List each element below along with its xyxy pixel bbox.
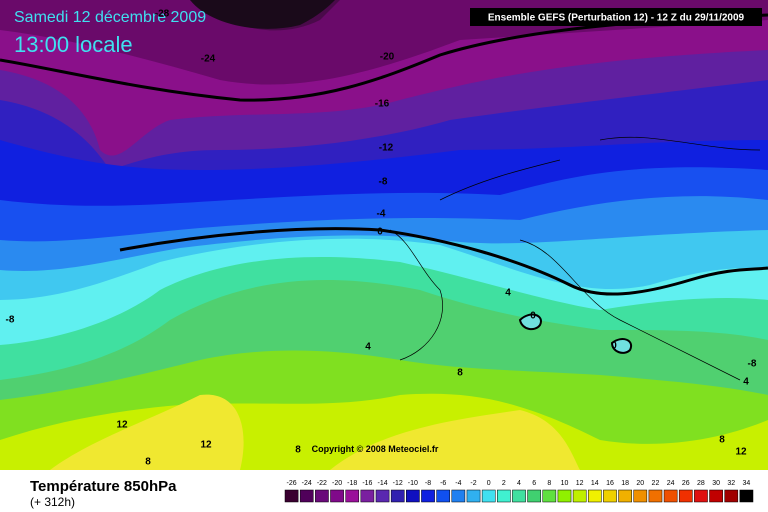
legend-swatch <box>587 489 602 503</box>
legend-label: -6 <box>440 480 446 487</box>
legend-swatch <box>572 489 587 503</box>
legend-label: 12 <box>576 480 584 487</box>
contour-label: 12 <box>200 440 212 451</box>
legend-swatch <box>436 489 451 503</box>
legend-label: 6 <box>532 480 536 487</box>
legend-label: 32 <box>727 480 735 487</box>
time-label: 13:00 locale <box>14 32 133 57</box>
legend-label: -16 <box>362 480 372 487</box>
legend-swatch <box>421 489 435 503</box>
legend-label: -2 <box>470 480 476 487</box>
legend-swatch <box>527 489 541 503</box>
legend-label: -10 <box>408 480 418 487</box>
legend-swatch <box>284 489 299 503</box>
legend-label: 0 <box>487 480 491 487</box>
legend-swatch <box>724 489 739 503</box>
legend-label: 14 <box>591 480 599 487</box>
legend-swatch <box>406 489 420 503</box>
legend-swatch <box>299 489 314 503</box>
legend-label: 30 <box>712 480 720 487</box>
contour-label: -20 <box>380 52 395 63</box>
legend-label: 16 <box>606 480 614 487</box>
legend-label: -12 <box>393 480 403 487</box>
contour-labels: -28 -24 -20 -16 -12 -8 -4 0 -8 4 4 0 0 8 8 12 12 -8 4 8 12 8 <box>6 9 757 468</box>
legend-label: -8 <box>425 480 431 487</box>
legend-label: -14 <box>377 480 387 487</box>
legend-swatch <box>330 489 344 503</box>
contour-label: -4 <box>377 209 386 220</box>
legend-label: 10 <box>561 480 569 487</box>
contour-label: 8 <box>295 445 301 456</box>
date-label: Samedi 12 décembre 2009 <box>14 9 206 26</box>
contour-label: -16 <box>375 99 390 110</box>
legend-swatch <box>739 489 754 503</box>
legend-label: 22 <box>652 480 660 487</box>
contour-label: 12 <box>116 420 128 431</box>
field-title: Température 850hPa <box>30 478 177 495</box>
legend-swatch <box>315 489 329 503</box>
legend-swatch <box>678 489 693 503</box>
legend-swatch <box>648 489 663 503</box>
contour-label: 8 <box>145 457 151 468</box>
legend-swatch <box>557 489 572 503</box>
contour-label: 8 <box>457 368 463 379</box>
contour-label: 4 <box>365 342 371 353</box>
legend-label: -22 <box>317 480 327 487</box>
legend-swatch <box>497 489 511 503</box>
lead-time: (+ 312h) <box>30 495 75 509</box>
legend-swatch <box>481 489 496 503</box>
legend-label: 34 <box>743 480 751 487</box>
contour-label: 0 <box>611 341 617 352</box>
contour-label: 4 <box>743 377 749 388</box>
legend-swatch <box>375 489 390 503</box>
legend-swatch <box>390 489 405 503</box>
contour-label: 0 <box>530 311 536 322</box>
legend-label: 24 <box>667 480 675 487</box>
legend-label: 2 <box>502 480 506 487</box>
contour-label: -8 <box>379 177 388 188</box>
legend-label: 4 <box>517 480 521 487</box>
legend-label: 8 <box>547 480 551 487</box>
model-banner <box>470 8 762 26</box>
legend-swatch <box>345 489 360 503</box>
model-info: Ensemble GEFS (Perturbation 12) - 12 Z d… <box>488 13 745 24</box>
contour-label: -8 <box>6 315 15 326</box>
temperature-field <box>0 0 768 470</box>
contour-label: 8 <box>719 435 725 446</box>
contour-label: -24 <box>201 54 216 65</box>
legend-label: -4 <box>455 480 461 487</box>
legend-swatch <box>360 489 375 503</box>
legend-label: 28 <box>697 480 705 487</box>
contour-label: 4 <box>505 288 511 299</box>
contour-label: 12 <box>735 447 747 458</box>
contour-label: 0 <box>377 227 383 238</box>
legend-label: 20 <box>636 480 644 487</box>
legend-swatch <box>663 489 678 503</box>
legend-label: -18 <box>347 480 357 487</box>
contour-label: -28 <box>155 9 170 20</box>
legend-label: -20 <box>332 480 342 487</box>
legend-swatch <box>709 489 723 503</box>
contour-label: -12 <box>379 143 394 154</box>
legend-label: 18 <box>621 480 629 487</box>
legend-label: 26 <box>682 480 690 487</box>
legend-swatch <box>603 489 617 503</box>
legend-label: -26 <box>287 480 297 487</box>
legend-label: -24 <box>302 480 312 487</box>
legend-swatch <box>451 489 466 503</box>
legend-swatch <box>633 489 648 503</box>
contour-label: -8 <box>748 359 757 370</box>
legend-swatch <box>466 489 481 503</box>
color-legend: -26 -24 -22 -20 -18 -16 -14 -12 -10 -8 -6 -4 -2 0 2 4 6 8… <box>284 480 754 503</box>
copyright: Copyright © 2008 Meteociel.fr <box>312 444 439 454</box>
legend-swatch <box>694 489 708 503</box>
legend-swatch <box>512 489 526 503</box>
legend-swatch <box>542 489 557 503</box>
legend-swatch <box>618 489 632 503</box>
